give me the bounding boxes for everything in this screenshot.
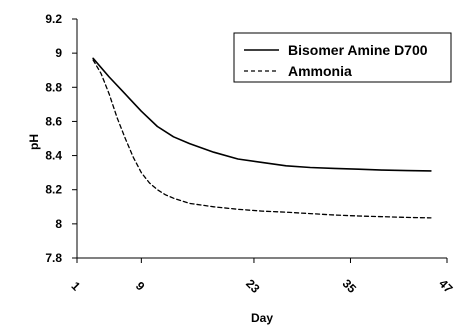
y-tick-label: 8.8 <box>45 80 62 94</box>
x-tick-group: 1 9 23 35 47 <box>69 258 455 296</box>
legend-label-2: Ammonia <box>288 63 352 79</box>
x-tick-label: 9 <box>133 279 148 294</box>
y-tick-label: 8.4 <box>45 149 62 163</box>
legend-box <box>233 32 452 83</box>
legend: Bisomer Amine D700 Ammonia <box>233 32 452 83</box>
y-tick-group: 7.8 8 8.2 8.4 8.6 8.8 9 9.2 <box>45 12 77 265</box>
x-tick-label: 47 <box>436 276 455 296</box>
y-tick-label: 8.6 <box>45 114 62 128</box>
plot-area: 7.8 8 8.2 8.4 8.6 8.8 9 9.2 1 9 23 35 47 <box>45 12 455 296</box>
y-tick-label: 7.8 <box>45 251 62 265</box>
y-tick-label: 9 <box>55 46 62 60</box>
x-tick-label: 23 <box>243 276 263 296</box>
x-axis-label: Day <box>251 311 273 325</box>
y-axis-label: pH <box>27 134 41 150</box>
x-tick-label: 1 <box>69 279 84 294</box>
series-line-1 <box>92 57 432 172</box>
x-tick-label: 35 <box>340 276 360 296</box>
y-tick-label: 8.2 <box>45 183 62 197</box>
y-tick-label: 9.2 <box>45 12 62 26</box>
y-tick-label: 8 <box>55 217 62 231</box>
series-group <box>92 57 432 219</box>
legend-label-1: Bisomer Amine D700 <box>288 42 428 58</box>
series-line-2 <box>92 59 432 219</box>
